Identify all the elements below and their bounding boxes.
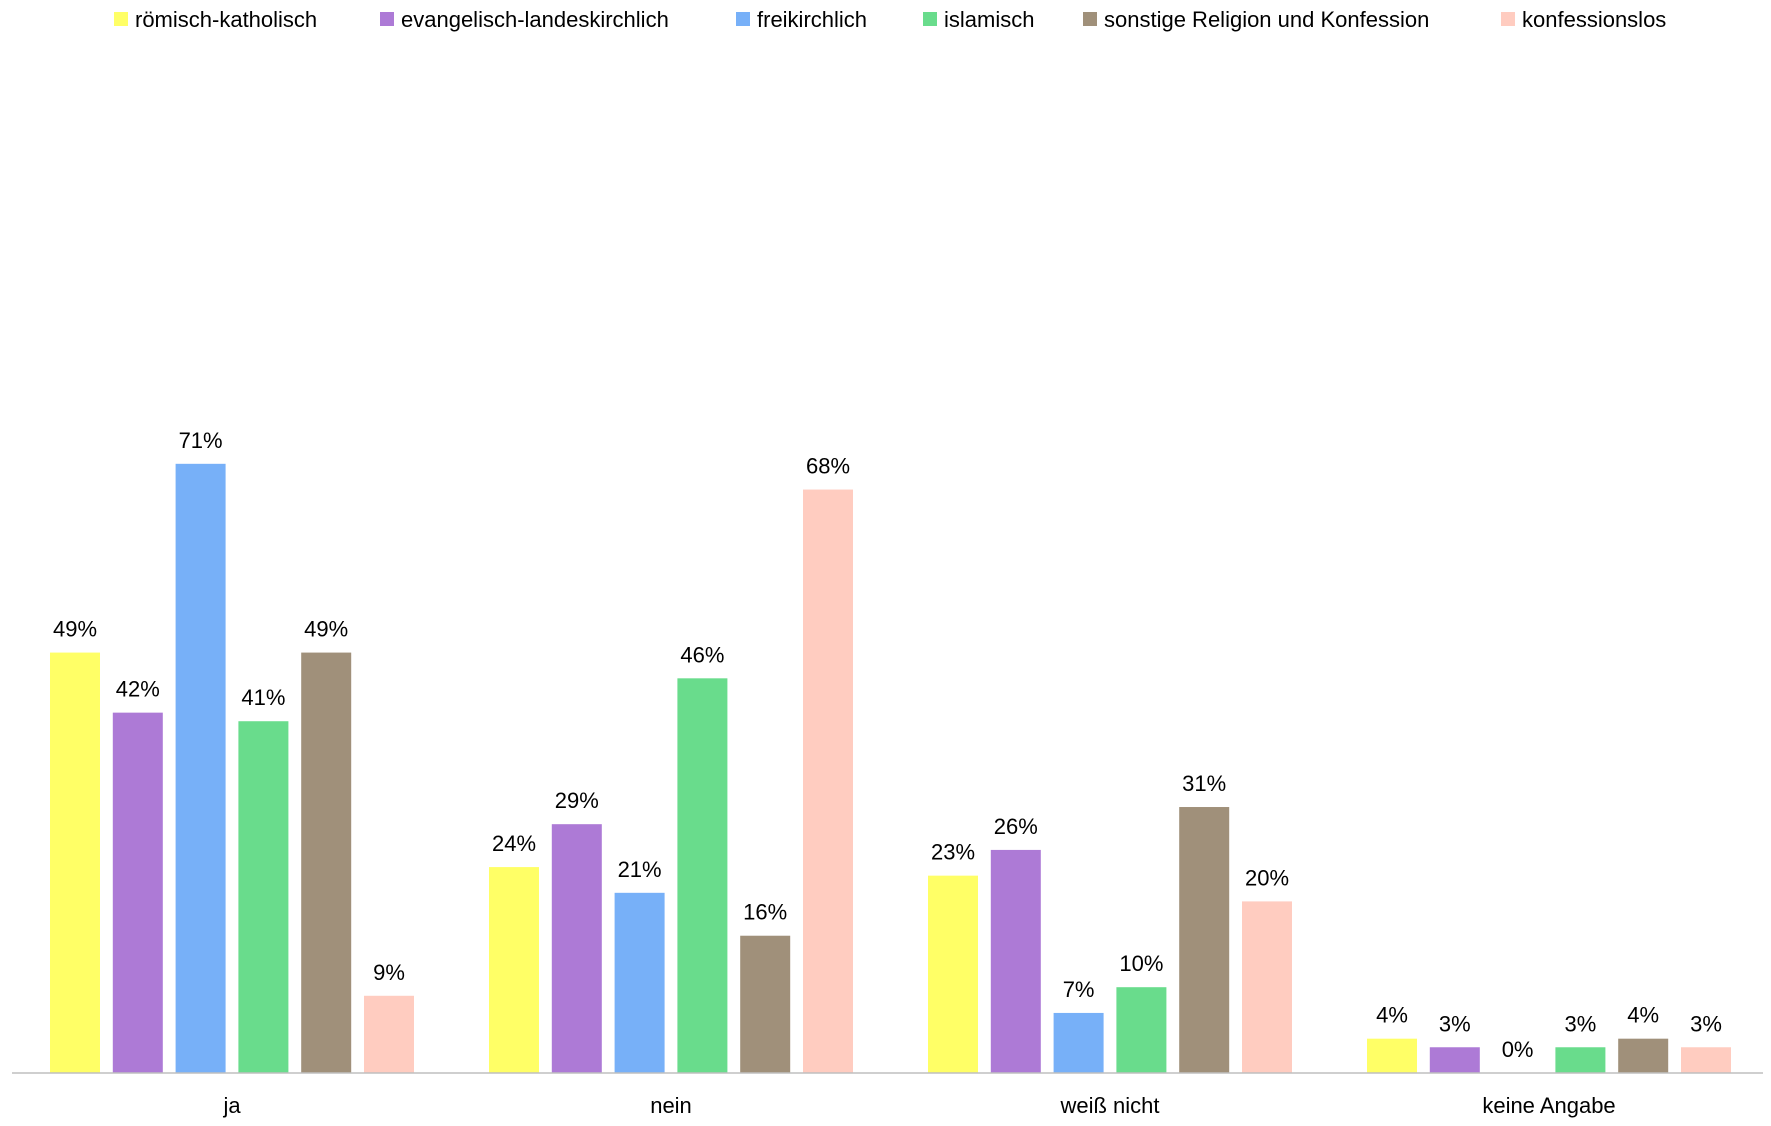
bar-nein-sonstige-religion-und-konfession [740,935,791,1073]
data-label-ja-konfessionslos: 9% [373,960,405,985]
bar-keine-angabe-islamisch [1555,1047,1606,1073]
data-label-nein-sonstige-religion-und-konfession: 16% [743,900,787,925]
data-label-keine-angabe-roemisch-katholisch: 4% [1376,1003,1408,1028]
data-label-nein-konfessionslos: 68% [806,454,850,479]
data-label-weiss-nicht-islamisch: 10% [1119,951,1163,976]
bar-weiss-nicht-freikirchlich [1053,1012,1104,1073]
data-label-weiss-nicht-roemisch-katholisch: 23% [931,840,975,865]
data-label-nein-roemisch-katholisch: 24% [492,831,536,856]
x-tick-label-ja: ja [222,1093,241,1118]
bar-nein-evangelisch-landeskirchlich [551,824,602,1073]
data-label-ja-roemisch-katholisch: 49% [53,617,97,642]
legend-label-evangelisch-landeskirchlich: evangelisch-landeskirchlich [401,7,669,32]
data-labels: 49% 42% 71% 41% 49% 9% 24% 29% 21% 46% 16% 68% 23% 26… [53,428,1722,1062]
bar-weiss-nicht-evangelisch-landeskirchlich [990,849,1041,1073]
legend-swatch-freikirchlich [736,12,750,26]
data-label-ja-sonstige-religion-und-konfession: 49% [304,617,348,642]
bar-ja-konfessionslos [364,995,414,1073]
data-label-ja-freikirchlich: 71% [179,428,223,453]
bar-ja-evangelisch-landeskirchlich [112,712,163,1073]
bar-weiss-nicht-sonstige-religion-und-konfession [1179,807,1230,1073]
bar-keine-angabe-konfessionslos [1681,1047,1731,1073]
x-tick-label-keine-angabe: keine Angabe [1482,1093,1615,1118]
data-label-ja-islamisch: 41% [241,685,285,710]
bar-keine-angabe-roemisch-katholisch [1367,1038,1417,1073]
bar-weiss-nicht-konfessionslos [1242,901,1292,1073]
bars [50,463,1731,1073]
bar-nein-freikirchlich [614,892,665,1073]
data-label-keine-angabe-freikirchlich: 0% [1502,1037,1534,1062]
bar-nein-roemisch-katholisch [489,867,539,1073]
bar-ja-freikirchlich [175,463,226,1073]
data-label-ja-evangelisch-landeskirchlich: 42% [116,677,160,702]
data-label-keine-angabe-islamisch: 3% [1565,1011,1597,1036]
bar-keine-angabe-evangelisch-landeskirchlich [1429,1047,1480,1073]
legend-swatch-sonstige-religion-und-konfession [1083,12,1097,26]
legend-label-konfessionslos: konfessionslos [1522,7,1666,32]
bar-keine-angabe-sonstige-religion-und-konfession [1618,1038,1669,1073]
legend-swatch-roemisch-katholisch [114,12,128,26]
legend-label-islamisch: islamisch [944,7,1034,32]
legend: römisch-katholisch evangelisch-landeskirc… [114,7,1666,32]
data-label-nein-evangelisch-landeskirchlich: 29% [555,788,599,813]
legend-swatch-konfessionslos [1501,12,1515,26]
bar-weiss-nicht-roemisch-katholisch [928,875,978,1073]
data-label-nein-freikirchlich: 21% [618,857,662,882]
x-axis-tick-labels: ja nein weiß nicht keine Angabe [222,1093,1615,1118]
data-label-nein-islamisch: 46% [680,642,724,667]
data-label-weiss-nicht-sonstige-religion-und-konfession: 31% [1182,771,1226,796]
legend-label-sonstige-religion-und-konfession: sonstige Religion und Konfession [1104,7,1429,32]
bar-weiss-nicht-islamisch [1116,987,1167,1073]
data-label-keine-angabe-konfessionslos: 3% [1690,1011,1722,1036]
legend-label-freikirchlich: freikirchlich [757,7,867,32]
data-label-keine-angabe-evangelisch-landeskirchlich: 3% [1439,1011,1471,1036]
bar-ja-roemisch-katholisch [50,652,100,1073]
data-label-weiss-nicht-konfessionslos: 20% [1245,865,1289,890]
legend-swatch-islamisch [923,12,937,26]
data-label-weiss-nicht-freikirchlich: 7% [1063,977,1095,1002]
bar-ja-islamisch [238,721,289,1073]
bar-ja-sonstige-religion-und-konfession [301,652,352,1073]
x-tick-label-nein: nein [650,1093,692,1118]
data-label-keine-angabe-sonstige-religion-und-konfession: 4% [1627,1003,1659,1028]
x-tick-label-weiss-nicht: weiß nicht [1059,1093,1159,1118]
legend-swatch-evangelisch-landeskirchlich [380,12,394,26]
legend-label-roemisch-katholisch: römisch-katholisch [135,7,317,32]
bar-nein-islamisch [677,678,728,1073]
bar-nein-konfessionslos [803,489,853,1073]
data-label-weiss-nicht-evangelisch-landeskirchlich: 26% [994,814,1038,839]
